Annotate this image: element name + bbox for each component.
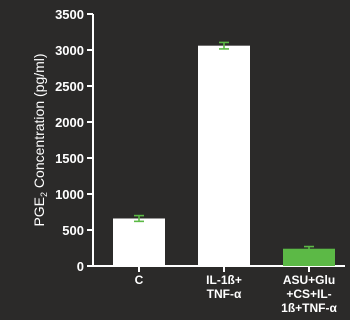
x-tick-label: IL-1ß+ TNF-α	[206, 273, 242, 301]
plot-area: 0 500 1000 1500 2000 2500 3000 3500 C IL-1ß+ TNF-α…	[55, 7, 345, 315]
y-tick-label: 1000	[55, 187, 84, 202]
x-tick-label: C	[135, 273, 144, 287]
y-axis-label: PGE2 Concentration (pg/ml)	[31, 53, 49, 226]
y-tick-label: 3000	[55, 43, 84, 58]
x-tick-label: ASU+Glu +CS+IL-1ß+TNF-α	[281, 273, 337, 315]
bar	[283, 248, 335, 266]
y-tick-label: 1500	[55, 151, 84, 166]
bar	[113, 218, 165, 266]
y-tick-label: 0	[77, 259, 84, 274]
y-tick-label: 500	[62, 223, 84, 238]
bar	[198, 45, 250, 267]
y-tick-label: 2500	[55, 79, 84, 94]
y-tick-label: 2000	[55, 115, 84, 130]
y-tick-label: 3500	[55, 7, 84, 22]
